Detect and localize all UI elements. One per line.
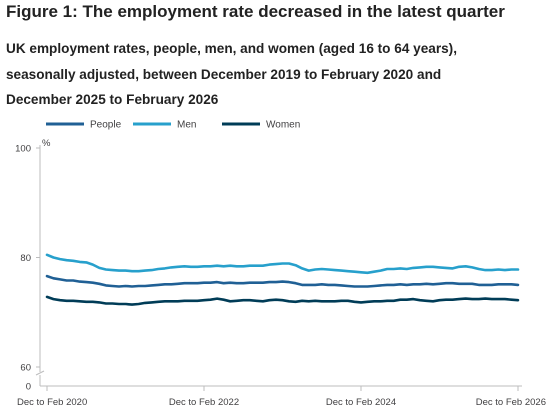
y-tick-label-zero: 0 — [26, 382, 31, 393]
series-line-men — [45, 253, 520, 275]
figure-title: Figure 1: The employment rate decreased … — [6, 2, 505, 21]
y-tick-label: 80 — [20, 253, 31, 264]
subtitle-line-1: UK employment rates, people, men, and wo… — [6, 41, 457, 56]
legend-label-men: Men — [177, 120, 196, 131]
y-axis-unit-label: % — [42, 138, 51, 149]
series-line-people — [45, 274, 520, 288]
subtitle-line-2: seasonally adjusted, between December 20… — [6, 66, 442, 82]
chart-axes: % 60 80 100 0 Dec to Feb 2020 Dec to Feb 2022 D… — [15, 138, 546, 408]
y-tick-label: 60 — [20, 363, 31, 374]
x-tick-label: Dec to Feb 2020 — [17, 397, 87, 408]
subtitle-line-3: December 2025 to February 2026 — [6, 92, 219, 107]
x-tick-label: Dec to Feb 2022 — [169, 397, 239, 408]
chart-legend: People Men Women — [46, 120, 300, 131]
x-tick-label: Dec to Feb 2024 — [326, 397, 396, 408]
legend-label-women: Women — [266, 120, 300, 131]
x-tick-label: Dec to Feb 2026 — [476, 397, 546, 408]
chart-series — [45, 253, 520, 306]
series-line-women — [45, 295, 520, 306]
y-axis-break-mark — [35, 370, 45, 376]
legend-label-people: People — [90, 120, 122, 131]
y-tick-label: 100 — [15, 144, 31, 155]
figure-subtitle: UK employment rates, people, men, and wo… — [6, 36, 546, 113]
